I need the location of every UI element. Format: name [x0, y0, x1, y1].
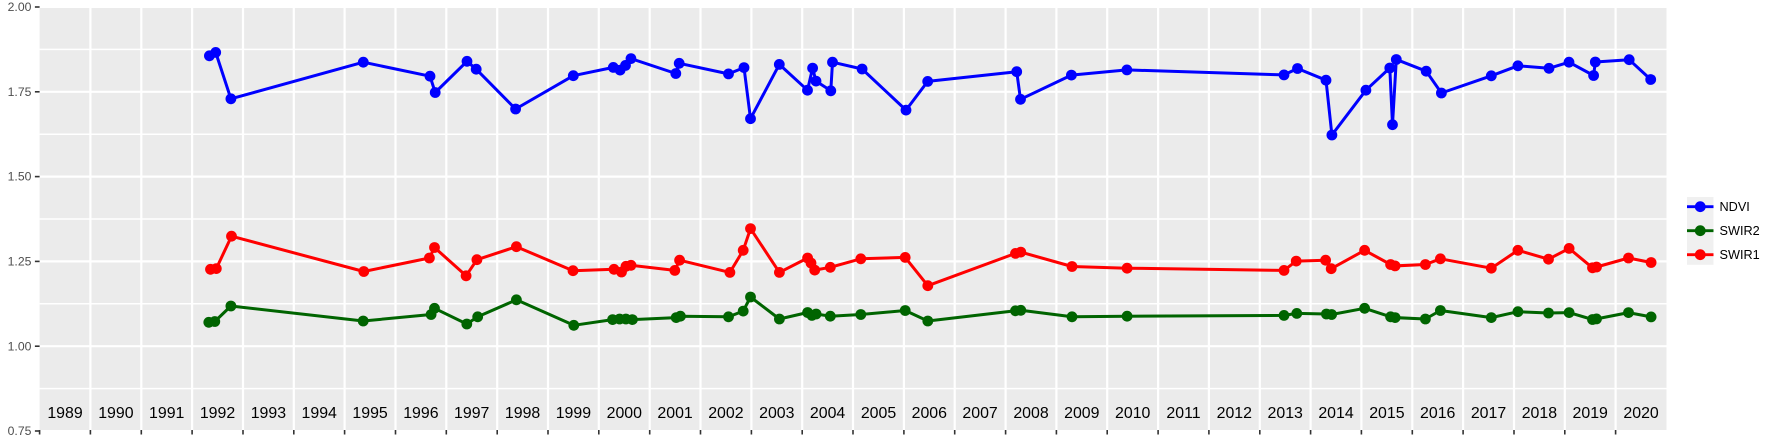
svg-text:2000: 2000	[607, 405, 643, 422]
svg-text:2020: 2020	[1623, 405, 1659, 422]
svg-text:1994: 1994	[302, 405, 338, 422]
svg-text:1996: 1996	[403, 405, 439, 422]
svg-text:1997: 1997	[454, 405, 490, 422]
svg-text:2010: 2010	[1115, 405, 1151, 422]
svg-text:1991: 1991	[149, 405, 185, 422]
svg-text:2001: 2001	[657, 405, 693, 422]
svg-text:2006: 2006	[912, 405, 948, 422]
svg-text:2019: 2019	[1573, 405, 1609, 422]
svg-text:2003: 2003	[759, 405, 795, 422]
svg-text:1999: 1999	[556, 405, 592, 422]
svg-text:2004: 2004	[810, 405, 846, 422]
svg-text:SWIR1: SWIR1	[1720, 248, 1760, 262]
svg-text:2013: 2013	[1268, 405, 1304, 422]
svg-text:1.75: 1.75	[8, 85, 32, 99]
svg-text:1.00: 1.00	[8, 339, 32, 353]
svg-text:2.00: 2.00	[8, 0, 32, 14]
svg-text:2009: 2009	[1064, 405, 1100, 422]
svg-text:1998: 1998	[505, 405, 541, 422]
svg-text:2017: 2017	[1471, 405, 1507, 422]
svg-text:1.25: 1.25	[8, 255, 32, 269]
svg-text:2011: 2011	[1166, 405, 1200, 422]
svg-text:2014: 2014	[1318, 405, 1354, 422]
svg-text:2007: 2007	[962, 405, 998, 422]
svg-text:2018: 2018	[1522, 405, 1558, 422]
svg-text:1.50: 1.50	[8, 170, 32, 184]
svg-text:0.75: 0.75	[8, 424, 32, 438]
svg-text:2008: 2008	[1013, 405, 1049, 422]
svg-text:2002: 2002	[708, 405, 744, 422]
svg-text:NDVI: NDVI	[1720, 200, 1750, 214]
svg-text:1990: 1990	[98, 405, 134, 422]
svg-text:2015: 2015	[1369, 405, 1405, 422]
svg-text:2016: 2016	[1420, 405, 1456, 422]
svg-text:1995: 1995	[352, 405, 388, 422]
svg-text:1989: 1989	[47, 405, 83, 422]
svg-text:1993: 1993	[251, 405, 287, 422]
svg-text:SWIR2: SWIR2	[1720, 224, 1760, 238]
svg-text:2012: 2012	[1217, 405, 1253, 422]
svg-text:1992: 1992	[200, 405, 236, 422]
svg-text:2005: 2005	[861, 405, 897, 422]
